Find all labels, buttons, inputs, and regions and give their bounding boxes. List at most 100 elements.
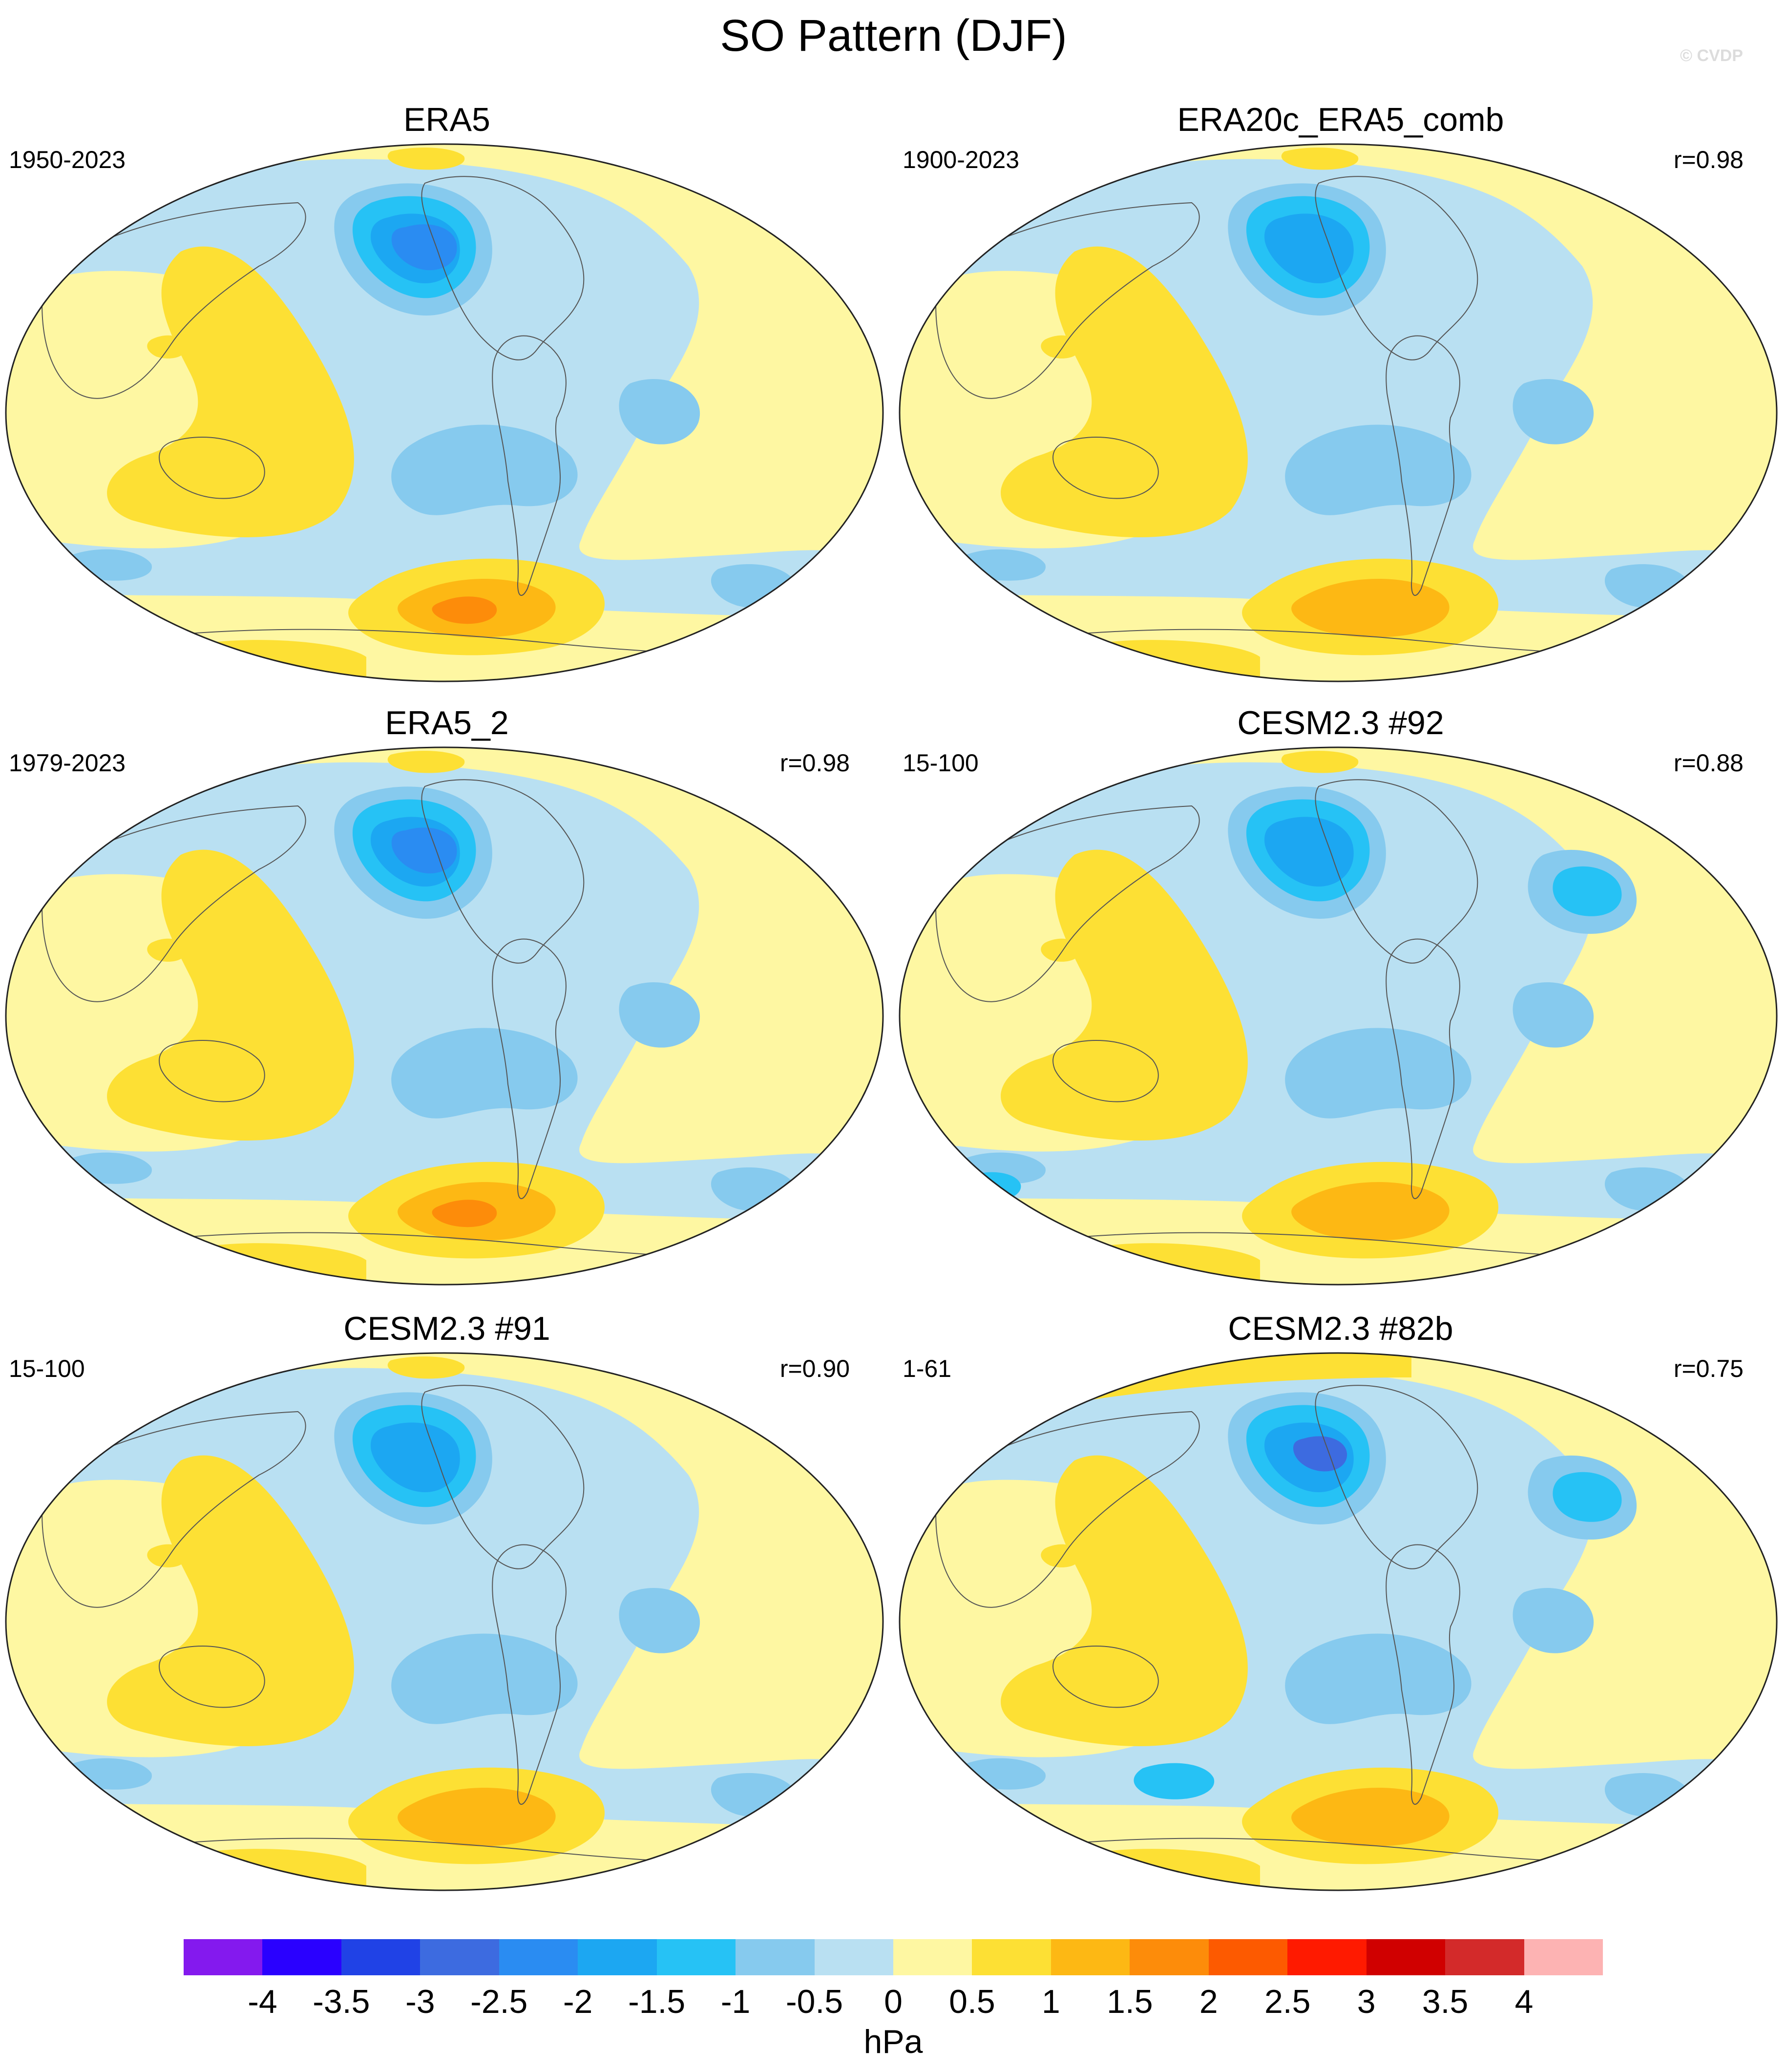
contour-region <box>1293 1436 1347 1472</box>
contour-region <box>1041 1544 1080 1567</box>
coastline <box>42 805 306 1002</box>
contour-region <box>1264 817 1354 887</box>
colorbar-swatch <box>1130 1939 1209 1975</box>
coastline <box>1052 1646 1159 1708</box>
contour-region <box>1553 1472 1622 1522</box>
map-border <box>5 143 884 682</box>
contour-region <box>107 246 354 538</box>
coastline <box>159 437 265 499</box>
panel-period: 15-100 <box>9 1355 85 1382</box>
contour-region <box>1291 1788 1450 1847</box>
map-panel: CESM2.3 #82b 1-61 r=0.75 <box>894 1309 1787 1915</box>
colorbar-tick-label: -3 <box>405 1983 435 2020</box>
contour-region <box>391 1633 578 1724</box>
contour-region <box>391 424 578 515</box>
coastline <box>1386 335 1460 596</box>
map-panel: CESM2.3 #91 15-100 r=0.90 <box>0 1309 894 1915</box>
coastline <box>1315 1385 1478 1569</box>
contour-region <box>1264 213 1354 283</box>
colorbar-swatch <box>184 1939 263 1975</box>
pressure-map <box>899 746 1778 1286</box>
coastline <box>1315 779 1478 964</box>
contour-region <box>619 982 700 1048</box>
colorbar-swatch <box>893 1939 972 1975</box>
map-border <box>899 1352 1778 1891</box>
colorbar-tick-label: -0.5 <box>785 1983 843 2020</box>
colorbar-tick-label: -4 <box>248 1983 277 2020</box>
panel-period: 1979-2023 <box>9 749 126 777</box>
panel-title: CESM2.3 #82b <box>1228 1310 1453 1347</box>
figure-title: SO Pattern (DJF) <box>720 11 1067 61</box>
colorbar-tick-label: -2.5 <box>470 1983 528 2020</box>
coastline <box>492 335 567 596</box>
panel-title: ERA5_2 <box>385 704 509 741</box>
panel-correlation: r=0.90 <box>779 1355 850 1382</box>
contour-region <box>1001 1455 1248 1746</box>
colorbar-tick-label: -2 <box>563 1983 593 2020</box>
colorbar-swatch <box>814 1939 894 1975</box>
colorbar <box>184 1939 1603 1975</box>
contour-region <box>1285 1633 1472 1724</box>
coastline <box>42 1411 306 1608</box>
colorbar-swatch <box>420 1939 500 1975</box>
colorbar-swatch <box>1287 1939 1367 1975</box>
coastline <box>935 202 1200 399</box>
colorbar-swatch <box>499 1939 578 1975</box>
coastline <box>421 176 585 360</box>
contour-region <box>1513 982 1594 1048</box>
coastline <box>492 1544 567 1805</box>
colorbar-swatch <box>341 1939 420 1975</box>
panel-period: 1950-2023 <box>9 146 126 173</box>
map-panel: CESM2.3 #92 15-100 r=0.88 <box>894 703 1787 1309</box>
colorbar-swatch <box>1208 1939 1288 1975</box>
contour-region <box>1001 246 1248 538</box>
contour-region <box>1513 1588 1594 1653</box>
pressure-map <box>5 143 884 682</box>
colorbar-tick-label: 2.5 <box>1264 1983 1311 2020</box>
colorbar-swatch <box>972 1939 1051 1975</box>
watermark: © CVDP <box>1680 46 1743 65</box>
colorbar-swatch <box>736 1939 815 1975</box>
map-panel: ERA5_2 1979-2023 r=0.98 <box>0 703 894 1309</box>
map-panel: ERA5 1950-2023 <box>0 100 894 706</box>
contour-region <box>387 148 465 170</box>
coastline <box>1315 176 1478 360</box>
contour-region <box>1041 938 1080 962</box>
map-border <box>5 746 884 1286</box>
map-border <box>5 1352 884 1891</box>
contour-region <box>432 1200 497 1227</box>
coastline <box>492 938 567 1199</box>
panel-correlation: r=0.98 <box>779 749 850 777</box>
contour-region <box>1513 379 1594 444</box>
contour-region <box>1553 866 1622 916</box>
contour-region <box>1285 424 1472 515</box>
colorbar-tick-label: -3.5 <box>313 1983 370 2020</box>
contour-region <box>619 379 700 444</box>
colorbar-swatch <box>1051 1939 1130 1975</box>
colorbar-tick-label: 1.5 <box>1107 1983 1153 2020</box>
pressure-map <box>899 1352 1778 1891</box>
contour-region <box>147 335 186 359</box>
contour-region <box>398 1788 556 1847</box>
contour-region <box>959 1172 1021 1202</box>
colorbar-tick-label: 4 <box>1514 1983 1534 2020</box>
coastline <box>421 1385 585 1569</box>
panel-correlation: r=0.75 <box>1673 1355 1744 1382</box>
panel-period: 1-61 <box>903 1355 952 1382</box>
colorbar-tick-label: 0 <box>884 1983 903 2020</box>
colorbar-swatch <box>1445 1939 1525 1975</box>
contour-region <box>619 1588 700 1653</box>
coastline <box>1386 1544 1460 1805</box>
map-border <box>899 143 1778 682</box>
pressure-map <box>5 746 884 1286</box>
colorbar-tick-label: -1.5 <box>628 1983 686 2020</box>
colorbar-swatch <box>1366 1939 1446 1975</box>
colorbar-tick-label: 3.5 <box>1422 1983 1469 2020</box>
contour-region <box>107 1455 354 1746</box>
coastline <box>1386 938 1460 1199</box>
coastline <box>1052 1040 1159 1102</box>
contour-region <box>371 1422 460 1492</box>
panel-title: CESM2.3 #92 <box>1237 704 1444 741</box>
contour-region <box>387 751 465 773</box>
